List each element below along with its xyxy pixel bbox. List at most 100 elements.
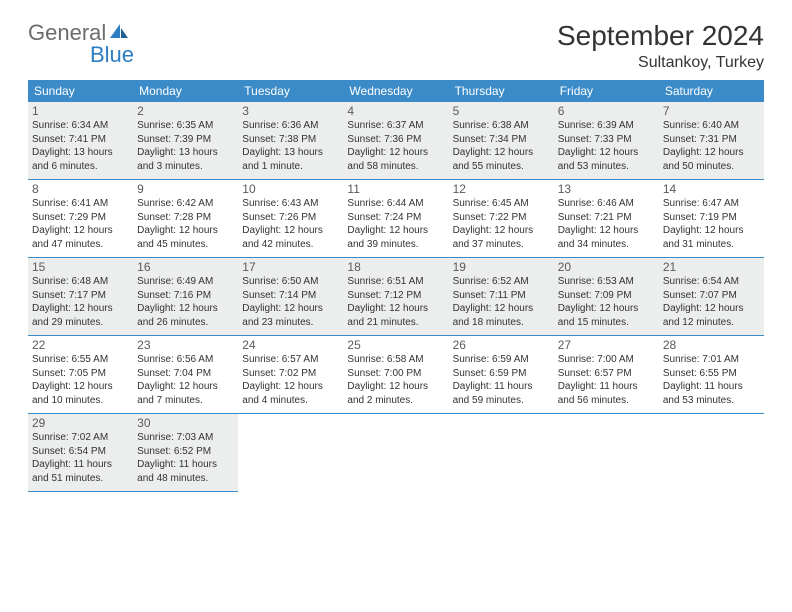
calendar-day-cell: 7Sunrise: 6:40 AMSunset: 7:31 PMDaylight…	[659, 102, 764, 180]
day-number: 28	[663, 338, 760, 352]
sunrise-text: Sunrise: 6:49 AM	[137, 275, 234, 289]
location-label: Sultankoy, Turkey	[557, 54, 764, 72]
calendar-day-cell	[343, 414, 448, 492]
daylight-text: Daylight: 12 hours and 4 minutes.	[242, 380, 339, 407]
daylight-text: Daylight: 11 hours and 48 minutes.	[137, 458, 234, 485]
sunset-text: Sunset: 7:33 PM	[558, 133, 655, 147]
calendar-day-cell: 26Sunrise: 6:59 AMSunset: 6:59 PMDayligh…	[449, 336, 554, 414]
sunset-text: Sunset: 7:28 PM	[137, 211, 234, 225]
sunrise-text: Sunrise: 7:01 AM	[663, 353, 760, 367]
weekday-header: Monday	[133, 80, 238, 102]
sunrise-text: Sunrise: 6:36 AM	[242, 119, 339, 133]
weekday-header: Friday	[554, 80, 659, 102]
day-number: 20	[558, 260, 655, 274]
sunrise-text: Sunrise: 6:46 AM	[558, 197, 655, 211]
sunrise-text: Sunrise: 6:38 AM	[453, 119, 550, 133]
sunset-text: Sunset: 6:55 PM	[663, 367, 760, 381]
day-number: 3	[242, 104, 339, 118]
sunrise-text: Sunrise: 6:44 AM	[347, 197, 444, 211]
daylight-text: Daylight: 12 hours and 39 minutes.	[347, 224, 444, 251]
sunset-text: Sunset: 7:04 PM	[137, 367, 234, 381]
calendar-day-cell: 13Sunrise: 6:46 AMSunset: 7:21 PMDayligh…	[554, 180, 659, 258]
sunrise-text: Sunrise: 6:47 AM	[663, 197, 760, 211]
calendar-day-cell: 27Sunrise: 7:00 AMSunset: 6:57 PMDayligh…	[554, 336, 659, 414]
day-number: 22	[32, 338, 129, 352]
day-number: 17	[242, 260, 339, 274]
sunset-text: Sunset: 7:34 PM	[453, 133, 550, 147]
daylight-text: Daylight: 13 hours and 6 minutes.	[32, 146, 129, 173]
sunrise-text: Sunrise: 6:40 AM	[663, 119, 760, 133]
calendar-day-cell: 21Sunrise: 6:54 AMSunset: 7:07 PMDayligh…	[659, 258, 764, 336]
sunrise-text: Sunrise: 6:48 AM	[32, 275, 129, 289]
weekday-header: Saturday	[659, 80, 764, 102]
sunrise-text: Sunrise: 6:41 AM	[32, 197, 129, 211]
daylight-text: Daylight: 12 hours and 15 minutes.	[558, 302, 655, 329]
daylight-text: Daylight: 12 hours and 29 minutes.	[32, 302, 129, 329]
sunset-text: Sunset: 6:52 PM	[137, 445, 234, 459]
calendar-day-cell: 16Sunrise: 6:49 AMSunset: 7:16 PMDayligh…	[133, 258, 238, 336]
sunrise-text: Sunrise: 6:35 AM	[137, 119, 234, 133]
daylight-text: Daylight: 12 hours and 7 minutes.	[137, 380, 234, 407]
day-number: 7	[663, 104, 760, 118]
calendar-day-cell: 15Sunrise: 6:48 AMSunset: 7:17 PMDayligh…	[28, 258, 133, 336]
title-block: September 2024 Sultankoy, Turkey	[557, 20, 764, 72]
daylight-text: Daylight: 12 hours and 18 minutes.	[453, 302, 550, 329]
sunset-text: Sunset: 6:54 PM	[32, 445, 129, 459]
calendar-day-cell	[449, 414, 554, 492]
sunset-text: Sunset: 7:00 PM	[347, 367, 444, 381]
daylight-text: Daylight: 13 hours and 3 minutes.	[137, 146, 234, 173]
calendar-day-cell: 8Sunrise: 6:41 AMSunset: 7:29 PMDaylight…	[28, 180, 133, 258]
calendar-day-cell	[659, 414, 764, 492]
daylight-text: Daylight: 12 hours and 47 minutes.	[32, 224, 129, 251]
daylight-text: Daylight: 11 hours and 53 minutes.	[663, 380, 760, 407]
calendar-day-cell: 5Sunrise: 6:38 AMSunset: 7:34 PMDaylight…	[449, 102, 554, 180]
logo: General Blue	[28, 20, 130, 46]
calendar-day-cell	[554, 414, 659, 492]
day-number: 4	[347, 104, 444, 118]
day-number: 12	[453, 182, 550, 196]
sunrise-text: Sunrise: 6:37 AM	[347, 119, 444, 133]
daylight-text: Daylight: 12 hours and 23 minutes.	[242, 302, 339, 329]
calendar-week-row: 8Sunrise: 6:41 AMSunset: 7:29 PMDaylight…	[28, 180, 764, 258]
sunset-text: Sunset: 7:02 PM	[242, 367, 339, 381]
calendar-day-cell: 17Sunrise: 6:50 AMSunset: 7:14 PMDayligh…	[238, 258, 343, 336]
sunset-text: Sunset: 7:21 PM	[558, 211, 655, 225]
calendar-day-cell: 19Sunrise: 6:52 AMSunset: 7:11 PMDayligh…	[449, 258, 554, 336]
calendar-day-cell: 18Sunrise: 6:51 AMSunset: 7:12 PMDayligh…	[343, 258, 448, 336]
daylight-text: Daylight: 12 hours and 53 minutes.	[558, 146, 655, 173]
sunrise-text: Sunrise: 6:59 AM	[453, 353, 550, 367]
daylight-text: Daylight: 12 hours and 42 minutes.	[242, 224, 339, 251]
daylight-text: Daylight: 12 hours and 58 minutes.	[347, 146, 444, 173]
sunset-text: Sunset: 7:12 PM	[347, 289, 444, 303]
day-number: 29	[32, 416, 129, 430]
sunrise-text: Sunrise: 6:42 AM	[137, 197, 234, 211]
calendar-day-cell: 9Sunrise: 6:42 AMSunset: 7:28 PMDaylight…	[133, 180, 238, 258]
daylight-text: Daylight: 12 hours and 2 minutes.	[347, 380, 444, 407]
daylight-text: Daylight: 12 hours and 31 minutes.	[663, 224, 760, 251]
day-number: 23	[137, 338, 234, 352]
calendar-day-cell: 4Sunrise: 6:37 AMSunset: 7:36 PMDaylight…	[343, 102, 448, 180]
calendar-day-cell: 22Sunrise: 6:55 AMSunset: 7:05 PMDayligh…	[28, 336, 133, 414]
calendar-day-cell: 20Sunrise: 6:53 AMSunset: 7:09 PMDayligh…	[554, 258, 659, 336]
daylight-text: Daylight: 11 hours and 59 minutes.	[453, 380, 550, 407]
calendar-day-cell: 2Sunrise: 6:35 AMSunset: 7:39 PMDaylight…	[133, 102, 238, 180]
sunrise-text: Sunrise: 6:50 AM	[242, 275, 339, 289]
day-number: 16	[137, 260, 234, 274]
calendar-week-row: 15Sunrise: 6:48 AMSunset: 7:17 PMDayligh…	[28, 258, 764, 336]
sunrise-text: Sunrise: 7:00 AM	[558, 353, 655, 367]
day-number: 21	[663, 260, 760, 274]
calendar-week-row: 22Sunrise: 6:55 AMSunset: 7:05 PMDayligh…	[28, 336, 764, 414]
daylight-text: Daylight: 11 hours and 56 minutes.	[558, 380, 655, 407]
sunrise-text: Sunrise: 6:57 AM	[242, 353, 339, 367]
sunset-text: Sunset: 7:36 PM	[347, 133, 444, 147]
calendar-day-cell: 11Sunrise: 6:44 AMSunset: 7:24 PMDayligh…	[343, 180, 448, 258]
day-number: 6	[558, 104, 655, 118]
calendar-day-cell	[238, 414, 343, 492]
weekday-header-row: Sunday Monday Tuesday Wednesday Thursday…	[28, 80, 764, 102]
day-number: 19	[453, 260, 550, 274]
sunrise-text: Sunrise: 6:54 AM	[663, 275, 760, 289]
calendar-day-cell: 3Sunrise: 6:36 AMSunset: 7:38 PMDaylight…	[238, 102, 343, 180]
day-number: 25	[347, 338, 444, 352]
daylight-text: Daylight: 12 hours and 12 minutes.	[663, 302, 760, 329]
sunset-text: Sunset: 7:31 PM	[663, 133, 760, 147]
